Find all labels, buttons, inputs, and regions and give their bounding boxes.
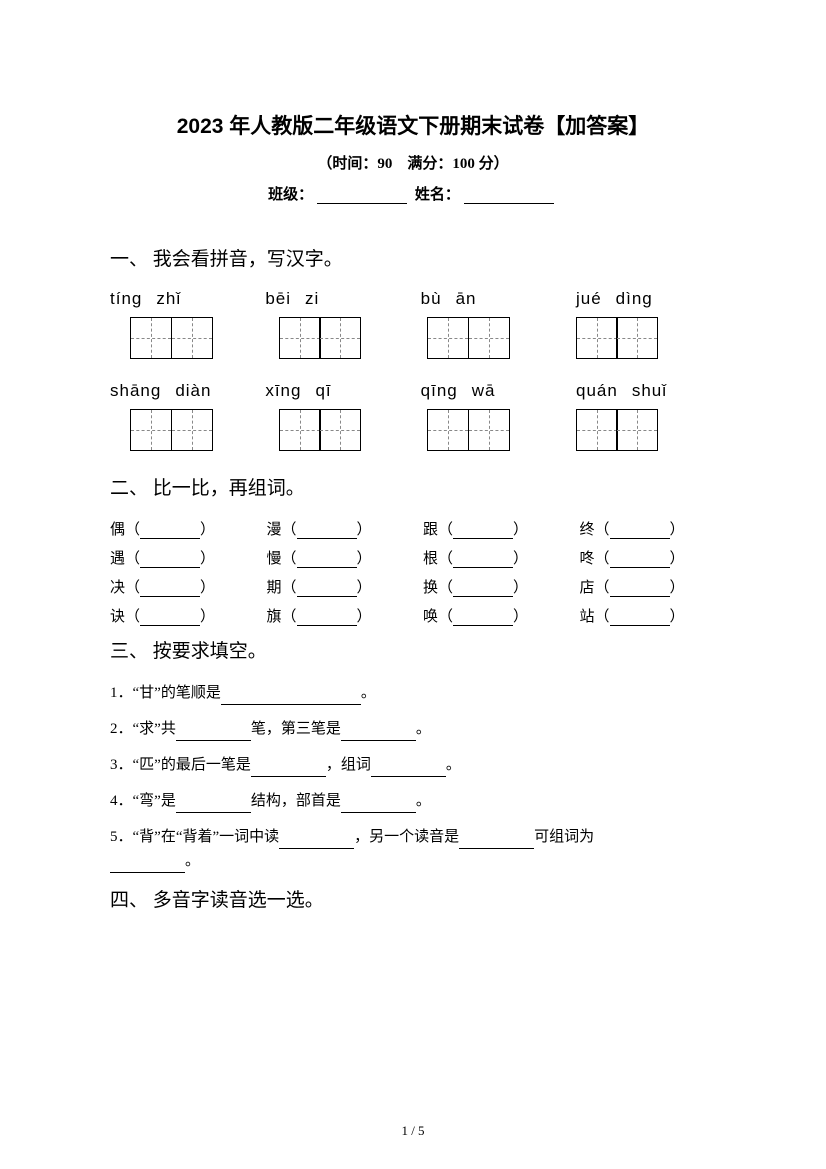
char-box-pair[interactable] [427,409,567,451]
word-item: 漫（） [267,518,404,539]
question-4: 4．“弯”是结构，部首是。 [110,789,716,813]
pinyin-item: bùān [421,289,561,309]
name-blank[interactable] [464,188,554,204]
class-label: 班级： [268,187,313,203]
document-subtitle: （时间：90 满分：100 分） [110,152,716,173]
char-box-pair[interactable] [130,409,270,451]
pinyin-item: qīngwā [421,381,561,401]
pinyin-item: xīngqī [265,381,405,401]
question-1: 1．“甘”的笔顺是。 [110,681,716,705]
char-box-pair[interactable] [427,317,567,359]
word-item: 终（） [580,518,717,539]
box-row-1 [110,317,716,359]
word-item: 慢（） [267,547,404,568]
question-3: 3．“匹”的最后一笔是，组词。 [110,753,716,777]
word-item: 跟（） [423,518,560,539]
section3-title: 三、 按要求填空。 [110,636,716,663]
name-label: 姓名： [415,187,460,203]
page-footer: 1 / 5 [0,1123,826,1139]
char-box-pair[interactable] [130,317,270,359]
question-5: 5．“背”在“背着”一词中读，另一个读音是可组词为 。 [110,825,716,873]
section4-title: 四、 多音字读音选一选。 [110,885,716,912]
pinyin-item: tíngzhǐ [110,289,250,309]
char-box-pair[interactable] [279,317,419,359]
word-item: 唤（） [423,605,560,626]
pinyin-item: bēizi [265,289,405,309]
char-box-pair[interactable] [279,409,419,451]
word-item: 偶（） [110,518,247,539]
word-item: 期（） [267,576,404,597]
word-item: 旗（） [267,605,404,626]
word-item: 遇（） [110,547,247,568]
document-title: 2023 年人教版二年级语文下册期末试卷【加答案】 [110,110,716,140]
word-item: 换（） [423,576,560,597]
word-item: 决（） [110,576,247,597]
word-item: 站（） [580,605,717,626]
word-item: 店（） [580,576,717,597]
word-item: 诀（） [110,605,247,626]
word-item: 根（） [423,547,560,568]
box-row-2 [110,409,716,451]
question-2: 2．“求”共笔，第三笔是。 [110,717,716,741]
pinyin-item: quánshuǐ [576,381,716,401]
word-item: 咚（） [580,547,717,568]
section2-title: 二、 比一比，再组词。 [110,473,716,500]
info-line: 班级： 姓名： [110,183,716,204]
word-grid: 偶（） 漫（） 跟（） 终（） 遇（） 慢（） 根（） 咚（） 决（） 期（） … [110,518,716,626]
class-blank[interactable] [317,188,407,204]
char-box-pair[interactable] [576,317,716,359]
pinyin-item: juédìng [576,289,716,309]
pinyin-item: shāngdiàn [110,381,250,401]
pinyin-row-1: tíngzhǐ bēizi bùān juédìng [110,289,716,309]
char-box-pair[interactable] [576,409,716,451]
section1-title: 一、 我会看拼音，写汉字。 [110,244,716,271]
pinyin-row-2: shāngdiàn xīngqī qīngwā quánshuǐ [110,381,716,401]
